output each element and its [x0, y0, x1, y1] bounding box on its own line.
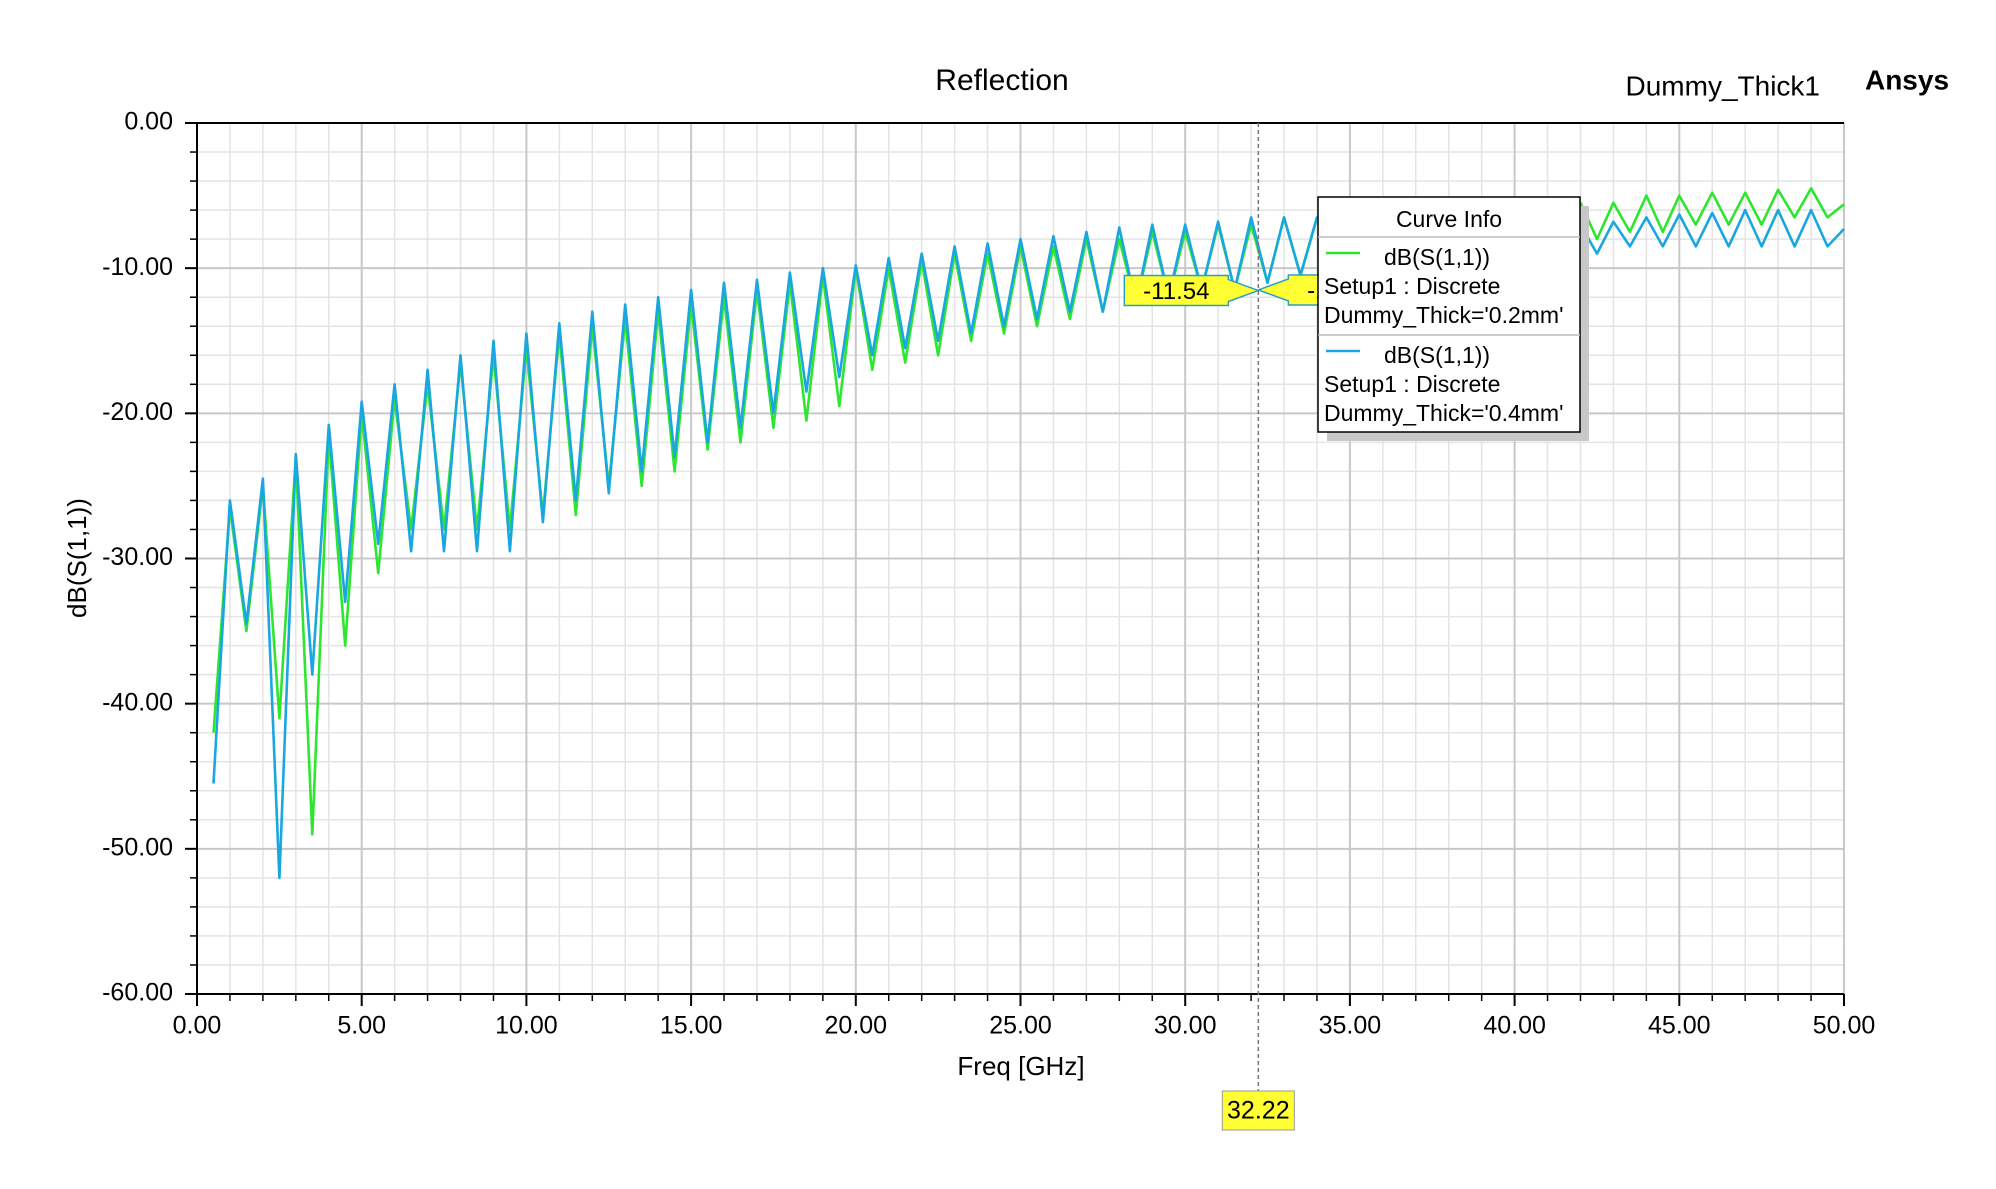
x-tick-label: 35.00 [1319, 1012, 1382, 1040]
x-tick-label: 0.00 [173, 1012, 222, 1040]
x-tick-label: 15.00 [660, 1012, 723, 1040]
chart-subtitle: Dummy_Thick1 [1626, 70, 1820, 101]
chart-title: Reflection [935, 64, 1068, 97]
y-tick-label: 0.00 [124, 108, 173, 136]
y-tick-label: -20.00 [102, 398, 173, 426]
x-tick-label: 30.00 [1154, 1012, 1217, 1040]
y-tick-label: -30.00 [102, 543, 173, 571]
marker-value-label: -11.54 [1143, 278, 1209, 305]
legend-variation: Dummy_Thick='0.2mm' [1324, 302, 1563, 328]
y-tick-label: -60.00 [102, 979, 173, 1007]
marker-value-box [1123, 274, 1261, 307]
legend-label: dB(S(1,1)) [1384, 244, 1490, 270]
legend-setup: Setup1 : Discrete [1324, 371, 1500, 397]
x-tick-label: 20.00 [825, 1012, 888, 1040]
x-tick-label: 45.00 [1648, 1012, 1711, 1040]
legend-variation: Dummy_Thick='0.4mm' [1324, 400, 1563, 426]
legend-title: Curve Info [1396, 206, 1502, 232]
legend-setup: Setup1 : Discrete [1324, 273, 1500, 299]
x-axis-label: Freq [GHz] [957, 1051, 1084, 1081]
y-axis-label: dB(S(1,1)) [62, 498, 92, 618]
marker-x-label: 32.22 [1227, 1097, 1290, 1125]
y-tick-label: -10.00 [102, 253, 173, 281]
y-tick-label: -50.00 [102, 833, 173, 861]
legend-box [1317, 196, 1581, 433]
brand: Ansys [1865, 64, 1949, 95]
series-line [212, 208, 1845, 880]
x-tick-label: 40.00 [1483, 1012, 1546, 1040]
legend-label: dB(S(1,1)) [1384, 342, 1490, 368]
marker-x-box [1221, 1090, 1295, 1131]
x-tick-label: 25.00 [989, 1012, 1052, 1040]
y-tick-label: -40.00 [102, 688, 173, 716]
x-tick-label: 5.00 [337, 1012, 386, 1040]
x-tick-label: 50.00 [1813, 1012, 1876, 1040]
x-tick-label: 10.00 [495, 1012, 558, 1040]
